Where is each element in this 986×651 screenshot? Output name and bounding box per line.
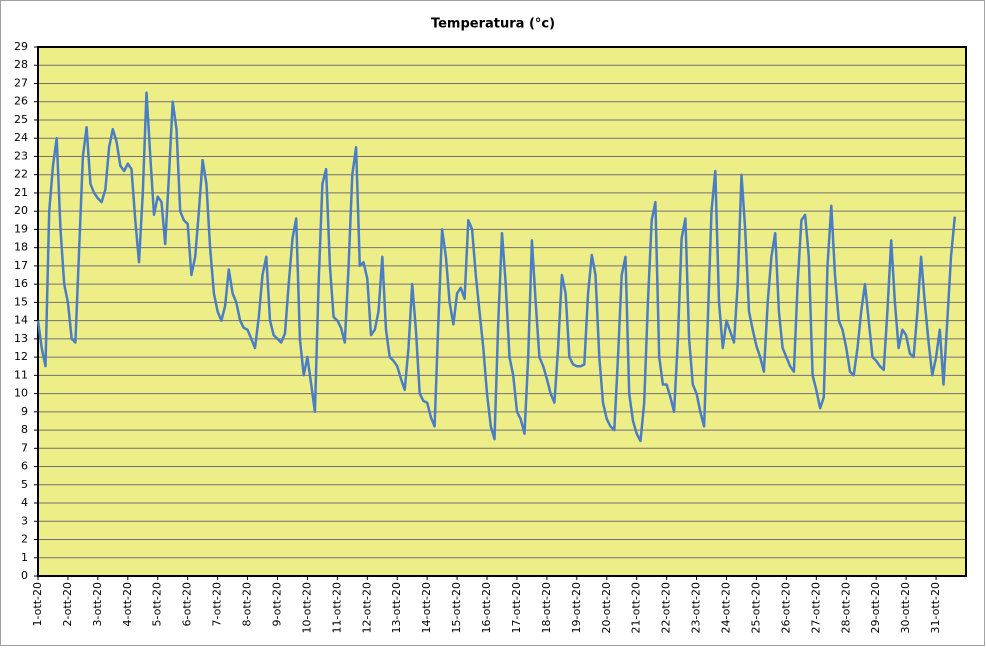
y-tick-label: 19 — [14, 222, 28, 235]
x-tick-label: 13-ott-20 — [390, 582, 403, 634]
y-tick-label: 24 — [14, 131, 28, 144]
x-tick-label: 12-ott-20 — [360, 582, 373, 634]
x-tick-label: 16-ott-20 — [480, 582, 493, 634]
x-tick-label: 19-ott-20 — [570, 582, 583, 634]
y-tick-label: 3 — [21, 514, 28, 527]
y-tick-label: 15 — [14, 295, 28, 308]
y-tick-label: 4 — [21, 496, 28, 509]
x-tick-label: 3-ott-20 — [91, 582, 104, 627]
y-tick-label: 14 — [14, 314, 28, 327]
y-tick-label: 23 — [14, 149, 28, 162]
y-tick-label: 10 — [14, 387, 28, 400]
y-tick-label: 2 — [21, 533, 28, 546]
x-tick-label: 8-ott-20 — [241, 582, 254, 627]
temperature-line — [36, 91, 957, 443]
y-tick-label: 28 — [14, 58, 28, 71]
plot-border — [37, 46, 967, 577]
x-tick-label: 24-ott-20 — [720, 582, 733, 634]
x-tick-label: 31-ott-20 — [929, 582, 942, 634]
y-tick-label: 12 — [14, 350, 28, 363]
y-tick-label: 17 — [14, 259, 28, 272]
x-tick-label: 27-ott-20 — [809, 582, 822, 634]
y-tick-label: 27 — [14, 76, 28, 89]
y-tick-label: 1 — [21, 551, 28, 564]
y-tick-label: 18 — [14, 241, 28, 254]
x-tick-label: 29-ott-20 — [869, 582, 882, 634]
x-tick-label: 26-ott-20 — [779, 582, 792, 634]
y-tick-label: 0 — [21, 569, 28, 582]
x-tick-label: 7-ott-20 — [211, 582, 224, 627]
x-tick-label: 21-ott-20 — [630, 582, 643, 634]
y-tick-label: 25 — [14, 113, 28, 126]
chart-title: Temperatura (°c) — [431, 17, 555, 32]
y-tick-label: 16 — [14, 277, 28, 290]
x-tick-label: 28-ott-20 — [839, 582, 852, 634]
x-tick-label: 23-ott-20 — [690, 582, 703, 634]
x-tick-label: 4-ott-20 — [121, 582, 134, 627]
y-tick-label: 26 — [14, 95, 28, 108]
y-tick-label: 22 — [14, 168, 28, 181]
x-tick-label: 11-ott-20 — [330, 582, 343, 634]
x-tick-label: 9-ott-20 — [270, 582, 283, 627]
x-tick-label: 6-ott-20 — [181, 582, 194, 627]
x-tick-label: 14-ott-20 — [420, 582, 433, 634]
x-tick-label: 1-ott-20 — [31, 582, 44, 627]
x-tick-label: 10-ott-20 — [300, 582, 313, 634]
x-tick-label: 17-ott-20 — [510, 582, 523, 634]
x-tick-label: 20-ott-20 — [600, 582, 613, 634]
y-tick-label: 11 — [14, 368, 28, 381]
y-tick-label: 8 — [21, 423, 28, 436]
x-tick-label: 30-ott-20 — [899, 582, 912, 634]
x-tick-label: 15-ott-20 — [450, 582, 463, 634]
y-tick-label: 13 — [14, 332, 28, 345]
y-tick-label: 5 — [21, 478, 28, 491]
y-tick-label: 20 — [14, 204, 28, 217]
x-tick-label: 18-ott-20 — [540, 582, 553, 634]
x-tick-label: 2-ott-20 — [61, 582, 74, 627]
y-tick-label: 29 — [14, 40, 28, 53]
y-tick-label: 21 — [14, 186, 28, 199]
y-tick-label: 7 — [21, 441, 28, 454]
y-tick-label: 9 — [21, 405, 28, 418]
x-tick-label: 22-ott-20 — [660, 582, 673, 634]
y-tick-label: 6 — [21, 460, 28, 473]
x-tick-label: 5-ott-20 — [151, 582, 164, 627]
x-tick-label: 25-ott-20 — [749, 582, 762, 634]
